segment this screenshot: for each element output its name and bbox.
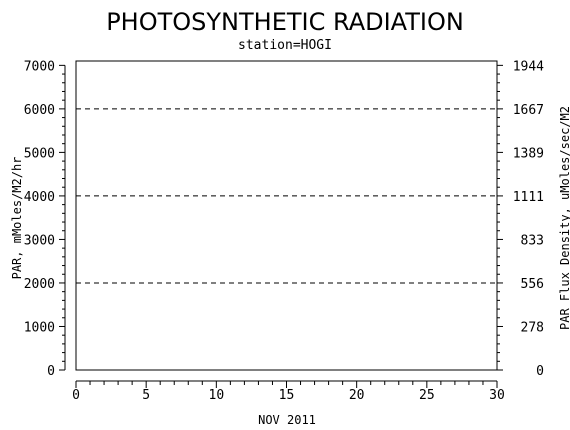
x-tick-label-25: 25 (419, 388, 435, 403)
chart-subtitle: station=HOGI (238, 38, 332, 53)
y2-tick-label-1389: 1389 (513, 146, 544, 161)
y2-tick-label-833: 833 (521, 233, 544, 248)
y-tick-label-2000: 2000 (24, 277, 55, 292)
y2-tick-label-1944: 1944 (513, 59, 544, 74)
y-axis-right-label: PAR Flux Density, uMoles/sec/M2 (558, 106, 570, 330)
y-tick-label-7000: 7000 (24, 59, 55, 74)
y2-tick-label-556: 556 (521, 277, 544, 292)
y2-tick-label-1111: 1111 (513, 190, 544, 205)
y-tick-label-6000: 6000 (24, 103, 55, 118)
x-axis-label: NOV 2011 (258, 413, 316, 427)
y-tick-label-5000: 5000 (24, 146, 55, 161)
plot-frame (75, 60, 498, 371)
x-tick-label-10: 10 (209, 388, 225, 403)
y2-tick-label-0: 0 (536, 364, 544, 379)
y-axis-right: 0 278 556 833 1111 1389 1667 1944 (497, 59, 544, 379)
chart-title: PHOTOSYNTHETIC RADIATION (106, 8, 464, 36)
y-tick-label-4000: 4000 (24, 190, 55, 205)
y-axis-left-label: PAR, mMoles/M2/hr (10, 157, 24, 280)
x-tick-label-30: 30 (489, 388, 505, 403)
y-axis-left: 0 1000 2000 3000 4000 5000 6000 7000 (24, 59, 66, 379)
y-tick-label-1000: 1000 (24, 320, 55, 335)
x-tick-label-15: 15 (279, 388, 295, 403)
x-tick-label-20: 20 (349, 388, 365, 403)
y-tick-label-0: 0 (47, 364, 55, 379)
gridlines (76, 108, 497, 284)
y2-tick-label-278: 278 (521, 320, 544, 335)
x-tick-label-0: 0 (72, 388, 80, 403)
y-tick-label-3000: 3000 (24, 233, 55, 248)
x-axis: 0 5 10 15 20 25 30 (72, 380, 505, 403)
y2-tick-label-1667: 1667 (513, 103, 544, 118)
x-tick-label-5: 5 (142, 388, 150, 403)
